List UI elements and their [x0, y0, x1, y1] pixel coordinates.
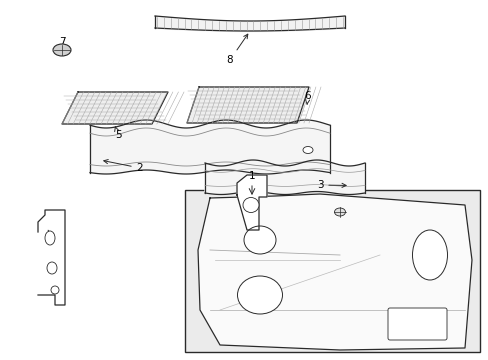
Polygon shape: [90, 120, 329, 174]
FancyBboxPatch shape: [387, 308, 446, 340]
Polygon shape: [204, 160, 364, 194]
Polygon shape: [62, 92, 168, 124]
Polygon shape: [198, 194, 471, 350]
Ellipse shape: [237, 276, 282, 314]
Ellipse shape: [334, 208, 345, 216]
Text: 3: 3: [316, 180, 346, 190]
Ellipse shape: [412, 230, 447, 280]
Text: 5: 5: [115, 127, 121, 140]
Ellipse shape: [244, 226, 275, 254]
Text: 4: 4: [48, 230, 55, 243]
Polygon shape: [38, 210, 65, 305]
Text: 2: 2: [103, 159, 143, 173]
Ellipse shape: [51, 286, 59, 294]
Ellipse shape: [243, 198, 259, 212]
Ellipse shape: [45, 231, 55, 245]
Ellipse shape: [303, 147, 312, 153]
Text: 1: 1: [248, 171, 255, 181]
Text: 8: 8: [226, 34, 247, 65]
Bar: [184, 190, 479, 352]
Text: 7: 7: [59, 37, 65, 50]
Polygon shape: [237, 175, 266, 230]
Ellipse shape: [53, 44, 71, 56]
Text: 6: 6: [304, 91, 311, 104]
Polygon shape: [186, 87, 308, 123]
Ellipse shape: [47, 262, 57, 274]
